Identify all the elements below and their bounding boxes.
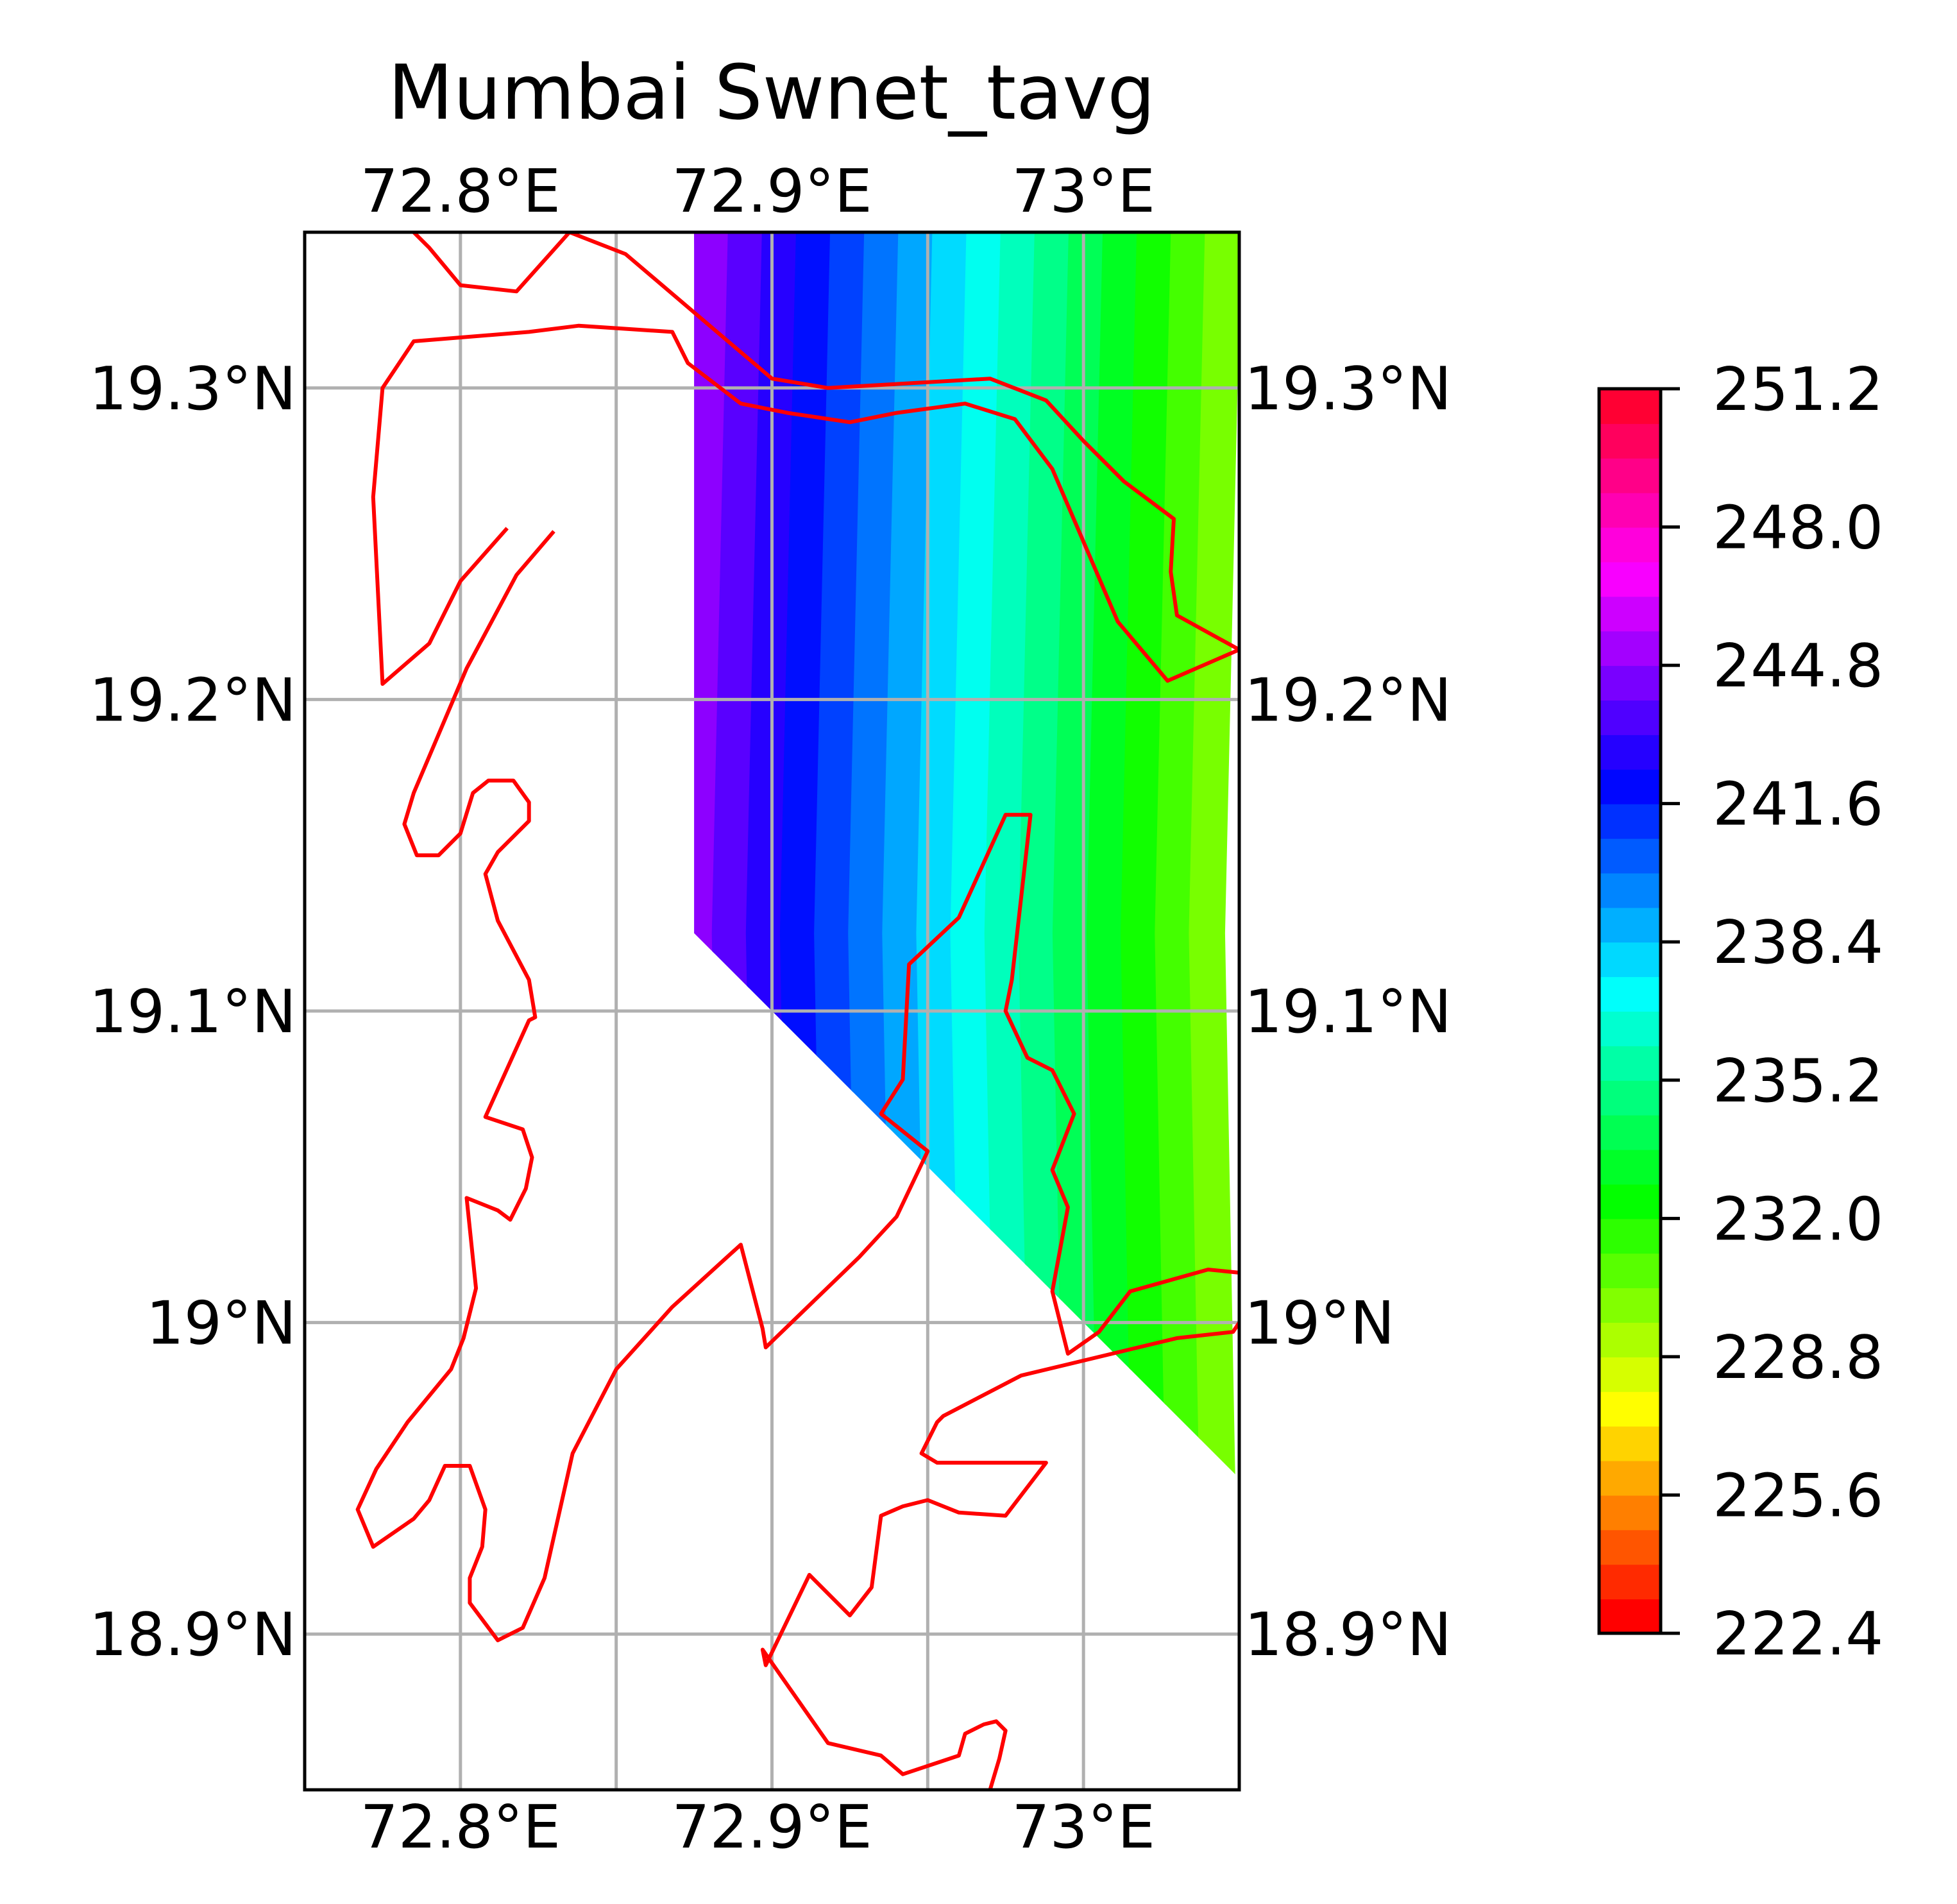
colorbar-tick-label: 238.4 — [1713, 908, 1883, 977]
colorbar-segment — [1599, 976, 1661, 1012]
colorbar-segment — [1599, 665, 1661, 701]
lat-label-left: 19°N — [146, 1289, 296, 1358]
colorbar-segment — [1599, 838, 1661, 874]
colorbar-segment — [1599, 389, 1661, 424]
lat-label-left: 19.3°N — [89, 354, 296, 423]
chart-title: Mumbai Swnet_tavg — [388, 48, 1155, 137]
colorbar-segment — [1599, 1460, 1661, 1496]
lon-label-top: 73°E — [1012, 157, 1155, 226]
colorbar-tick-label: 228.8 — [1713, 1323, 1883, 1392]
colorbar-segment — [1599, 1114, 1661, 1150]
colorbar-segment — [1599, 1011, 1661, 1046]
colorbar-segment — [1599, 872, 1661, 908]
colorbar-segment — [1599, 769, 1661, 804]
colorbar-tick-label: 232.0 — [1713, 1184, 1883, 1254]
colorbar-segment — [1599, 1564, 1661, 1600]
colorbar-segment — [1599, 631, 1661, 667]
colorbar-segment — [1599, 561, 1661, 597]
coastline-segment — [355, 530, 1239, 1642]
colorbar-segment — [1599, 1322, 1661, 1357]
colorbar-segment — [1599, 942, 1661, 978]
lat-label-right: 19.1°N — [1244, 977, 1452, 1046]
colorbar-segment — [1599, 1218, 1661, 1254]
lat-label-right: 19.3°N — [1244, 354, 1452, 423]
gridlines — [305, 232, 1239, 1790]
colorbar-segment — [1599, 1253, 1661, 1289]
colorbar-segment — [1599, 596, 1661, 632]
lat-label-right: 19.2°N — [1244, 665, 1452, 735]
latitude-labels: 18.9°N 18.9°N 19°N 19°N 19.1°N 19.1°N 19.2°N 19… — [89, 354, 1452, 1669]
lat-label-left: 18.9°N — [89, 1600, 296, 1669]
colorbar-segment — [1599, 1356, 1661, 1392]
colorbar-tick-label: 222.4 — [1713, 1599, 1883, 1669]
colorbar-segment — [1599, 1184, 1661, 1220]
colorbar-segment — [1599, 492, 1661, 528]
lat-label-left: 19.1°N — [89, 977, 296, 1046]
colorbar-segment — [1599, 734, 1661, 770]
colorbar-segment — [1599, 1080, 1661, 1116]
coastline-segment — [412, 232, 572, 294]
map-frame — [303, 230, 1241, 1792]
colorbar-segment — [1599, 1149, 1661, 1185]
colorbar-tick-label: 251.2 — [1713, 355, 1883, 424]
lat-label-right: 18.9°N — [1244, 1600, 1452, 1669]
colorbar-tick-label: 235.2 — [1713, 1046, 1883, 1116]
colorbar-segment — [1599, 1599, 1661, 1634]
colorbar-tick-label: 244.8 — [1713, 631, 1883, 701]
colorbar-segment — [1599, 1391, 1661, 1427]
colorbar-segment — [1599, 700, 1661, 735]
colorbar: 222.4 225.6 228.8 232.0 235.2 238.4 241.6 244.8… — [1597, 355, 1883, 1669]
colorbar-tick-label: 241.6 — [1713, 770, 1883, 839]
lon-label-top: 72.8°E — [360, 157, 561, 226]
colorbar-segment — [1599, 907, 1661, 943]
colorbar-segment — [1599, 423, 1661, 459]
colorbar-segment — [1599, 1529, 1661, 1565]
coastline-segment — [371, 232, 1239, 686]
lat-label-right: 19°N — [1244, 1289, 1394, 1358]
colorbar-tick-label: 225.6 — [1713, 1461, 1883, 1530]
colorbar-segment — [1599, 1495, 1661, 1531]
colorbar-segment — [1599, 1045, 1661, 1081]
colorbar-segment — [1599, 527, 1661, 563]
colorbar-segment — [1599, 1425, 1661, 1461]
colorbar-segment — [1599, 803, 1661, 839]
lon-label-bottom: 72.9°E — [672, 1792, 872, 1862]
colorbar-segment — [1599, 457, 1661, 493]
lon-label-top: 72.9°E — [672, 157, 872, 226]
colorbar-tick-label: 248.0 — [1713, 493, 1883, 563]
lon-label-bottom: 73°E — [1012, 1792, 1155, 1862]
lat-label-left: 19.2°N — [89, 665, 296, 735]
lon-label-bottom: 72.8°E — [360, 1792, 561, 1862]
coastline-segment — [760, 1321, 1239, 1790]
coastline — [355, 232, 1239, 1790]
longitude-labels: 72.8°E 72.8°E 72.9°E 72.9°E 73°E 73°E — [360, 157, 1155, 1862]
colorbar-frame — [1597, 387, 1663, 1635]
colorbar-segment — [1599, 1288, 1661, 1323]
